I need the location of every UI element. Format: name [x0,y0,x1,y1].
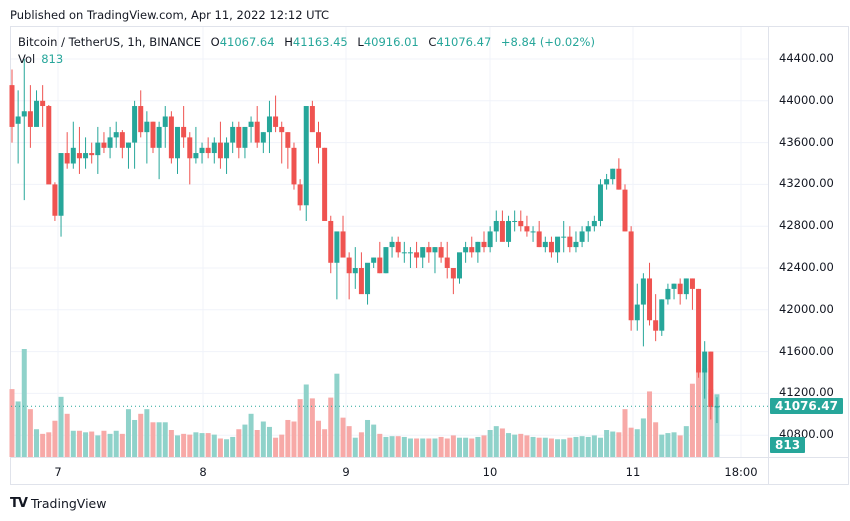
time-tick-label: 8 [199,465,207,479]
time-tick-label: 11 [625,465,641,479]
high-value: 41163.45 [292,35,348,49]
price-tick-label: 41200.00 [779,385,834,400]
last-price-badge: 41076.47 [770,398,844,414]
chart-frame [10,26,849,485]
low-label: L [357,35,364,49]
tradingview-branding[interactable]: TV TradingView [10,496,106,511]
price-tick-label: 43600.00 [779,134,834,149]
volume-legend: Vol 813 [18,52,63,66]
price-tick-label: 42000.00 [779,301,834,316]
low-value: 40916.01 [363,35,419,49]
change-value: +8.84 (+0.02%) [500,35,595,49]
symbol-name: Bitcoin / TetherUS, 1h, BINANCE [18,35,201,49]
time-tick-label: 18:00 [724,465,758,479]
high-label: H [284,35,293,49]
price-tick-label: 41600.00 [779,343,834,358]
brand-name: TradingView [30,496,107,511]
time-tick-label: 9 [342,465,350,479]
price-tick-label: 43200.00 [779,176,834,191]
tradingview-logo-icon: TV [10,496,28,511]
time-tick-label: 7 [54,465,62,479]
close-value: 41076.47 [436,35,492,49]
price-tick-label: 42400.00 [779,260,834,274]
vol-value: 813 [41,52,64,66]
open-value: 41067.64 [219,35,275,49]
symbol-legend: Bitcoin / TetherUS, 1h, BINANCE O41067.6… [18,35,595,49]
price-tick-label: 42800.00 [779,218,834,233]
close-label: C [428,35,437,49]
vol-label: Vol [18,52,36,66]
published-caption: Published on TradingView.com, Apr 11, 20… [10,8,329,22]
last-volume-badge: 813 [770,437,806,453]
open-label: O [210,35,220,49]
time-tick-label: 10 [482,465,498,479]
price-tick-label: 44400.00 [779,51,834,65]
price-tick-label: 44000.00 [779,92,834,107]
